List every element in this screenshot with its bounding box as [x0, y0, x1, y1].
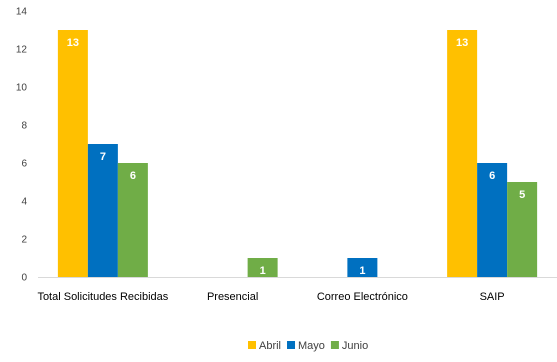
y-tick-label: 4 [21, 197, 27, 208]
legend-label: Mayo [298, 340, 325, 352]
y-tick-label: 8 [21, 121, 27, 132]
legend-label: Junio [342, 340, 368, 352]
data-label: 7 [100, 151, 106, 163]
bar-mayo [477, 163, 508, 277]
bars [57, 30, 538, 277]
bar-junio [117, 163, 148, 277]
legend: Abril Mayo Junio [248, 340, 368, 352]
data-label: 1 [359, 265, 365, 277]
y-tick-label: 6 [21, 159, 27, 170]
data-label: 13 [67, 37, 79, 49]
y-axis: 0 2 4 6 8 10 12 14 [16, 7, 28, 284]
bar-abril [447, 30, 478, 277]
y-tick-label: 2 [21, 235, 27, 246]
legend-label: Abril [259, 340, 281, 352]
data-labels: 13 7 6 1 1 13 6 5 [67, 37, 525, 277]
legend-swatch-abril [248, 341, 256, 349]
legend-swatch-mayo [287, 341, 296, 349]
bar-mayo [87, 144, 118, 277]
y-tick-label: 0 [21, 273, 27, 284]
x-category-label: Presencial [207, 291, 258, 303]
bar-junio [247, 258, 278, 277]
data-label: 13 [456, 37, 468, 49]
data-label: 1 [260, 265, 266, 277]
data-label: 6 [489, 170, 495, 182]
bar-mayo [347, 258, 378, 277]
x-axis: Total Solicitudes Recibidas Presencial Cor… [37, 277, 557, 303]
y-tick-label: 12 [16, 45, 28, 56]
bar-abril [57, 30, 88, 277]
x-category-label: SAIP [480, 291, 505, 303]
data-label: 6 [130, 170, 136, 182]
bar-junio [507, 182, 538, 277]
y-tick-label: 10 [16, 83, 28, 94]
x-category-label: Correo Electrónico [317, 291, 408, 303]
y-tick-label: 14 [16, 7, 28, 18]
legend-swatch-junio [330, 341, 339, 349]
x-category-label: Total Solicitudes Recibidas [37, 291, 168, 303]
data-label: 5 [519, 189, 525, 201]
